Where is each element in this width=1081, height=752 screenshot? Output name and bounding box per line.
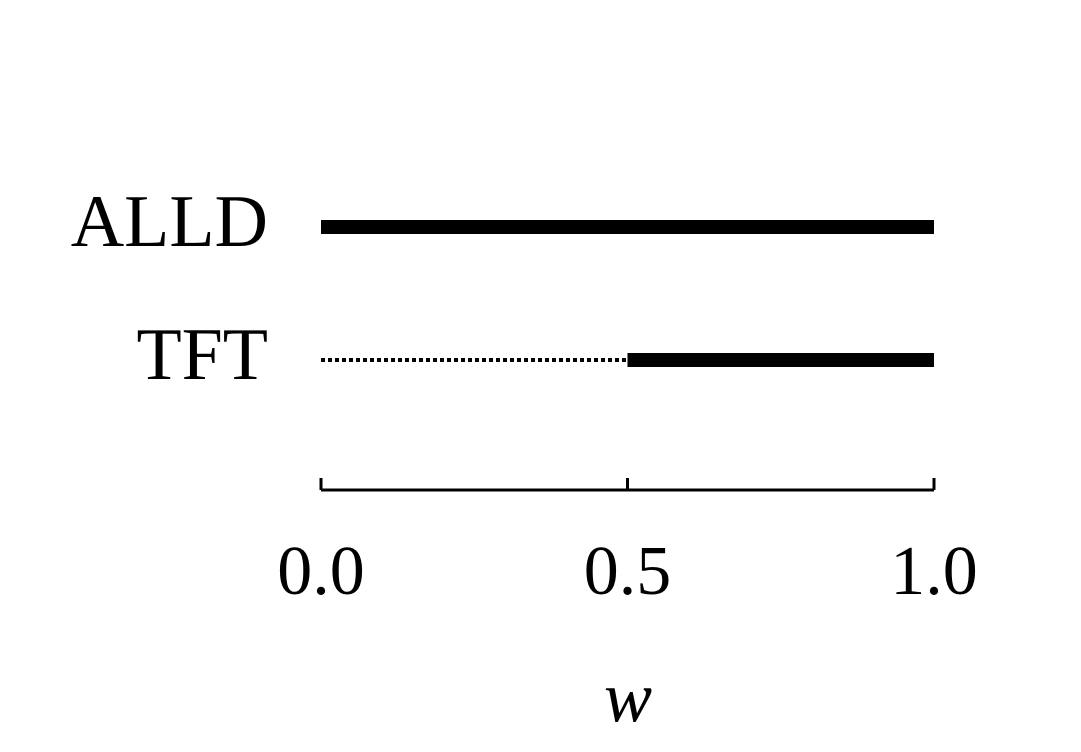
- row-label: TFT: [136, 314, 268, 396]
- x-tick-label: 0.5: [584, 533, 672, 610]
- x-axis-label: w: [604, 658, 652, 738]
- x-tick-label: 1.0: [890, 533, 978, 610]
- row-label: ALLD: [71, 181, 268, 263]
- x-tick-label: 0.0: [277, 533, 365, 610]
